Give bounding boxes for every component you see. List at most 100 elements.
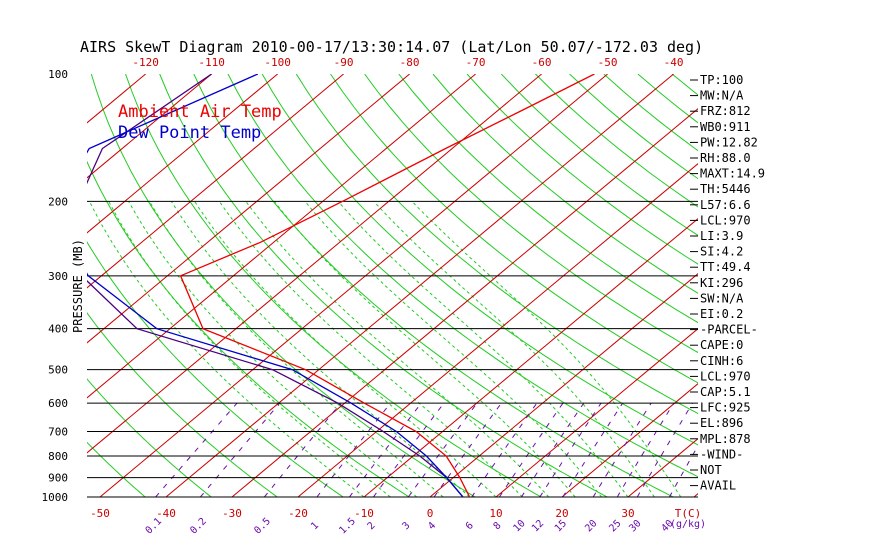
legend-dew-point-temp: Dew Point Temp	[118, 123, 261, 143]
dry-adiabat-line	[87, 241, 344, 497]
mixing-ratio-line	[562, 402, 624, 497]
index-label: RH:88.0	[700, 151, 751, 165]
index-label: -PARCEL-	[700, 323, 758, 337]
mixing-ratio-tick-label: 10	[512, 518, 528, 534]
bottom-temp-tick-label: 30	[621, 507, 634, 520]
bottom-temp-unit: T(C)	[675, 507, 702, 520]
index-label: TH:5446	[700, 182, 751, 196]
pressure-tick-label: 1000	[42, 491, 69, 504]
bottom-temp-tick-label: 0	[427, 507, 434, 520]
isotherm-line	[495, 328, 698, 497]
mixing-ratio-tick-label: 3	[401, 520, 413, 532]
moist-adiabat-line	[273, 200, 576, 497]
background-lines	[0, 74, 870, 497]
mixing-ratio-line	[592, 402, 652, 497]
index-label: AVAIL	[700, 479, 736, 493]
top-temp-tick-label: -70	[466, 56, 486, 69]
mixing-ratio-tick-label: 20	[583, 518, 599, 534]
isotherm-line	[87, 74, 344, 289]
mixing-ratio-tick-label: 0.2	[188, 516, 209, 537]
top-temp-tick-label: -90	[334, 56, 354, 69]
isotherm-line	[87, 74, 542, 454]
pressure-tick-label: 100	[48, 68, 68, 81]
pressure-tick-label: 500	[48, 364, 68, 377]
moist-adiabat-line	[194, 201, 497, 497]
isotherm-line	[429, 273, 698, 497]
dry-adiabat-line	[227, 74, 698, 478]
isotherm-line	[87, 74, 212, 179]
mixing-ratio-line	[200, 402, 281, 497]
index-label: MW:N/A	[700, 89, 744, 103]
isotherm-line	[363, 218, 698, 497]
dry-adiabat-line	[775, 74, 870, 497]
index-label: EI:0.2	[700, 307, 743, 321]
isotherm-line	[231, 108, 698, 497]
dry-adiabat-line	[159, 74, 608, 497]
pressure-tick-label: 700	[48, 425, 68, 438]
isotherm-line	[760, 74, 870, 497]
mixing-ratio-tick-label: 6	[464, 520, 476, 532]
index-label: CAPE:0	[700, 338, 743, 352]
index-label: LCL:970	[700, 369, 751, 383]
mixing-ratio-tick-label: 30	[627, 518, 643, 534]
legend-ambient-air-temp: Ambient Air Temp	[118, 102, 282, 122]
pressure-tick-label: 400	[48, 323, 68, 336]
moist-adiabat-line	[148, 201, 444, 497]
moist-adiabat-line	[245, 201, 550, 497]
index-label: KI:296	[700, 276, 743, 290]
mixing-ratio-tick-label: 1	[309, 520, 321, 532]
moist-adiabat-line	[304, 200, 602, 497]
bottom-temp-tick-label: -50	[90, 507, 110, 520]
isotherm-line	[99, 74, 608, 497]
isobars	[87, 200, 698, 498]
isotherm-line	[165, 74, 674, 497]
y-axis-label: PRESSURE (MB)	[71, 239, 85, 333]
dry-adiabat-line	[87, 312, 278, 497]
index-label: PW:12.82	[700, 135, 758, 149]
index-label: TT:49.4	[700, 260, 751, 274]
top-temp-tick-label: -40	[664, 56, 684, 69]
index-label: WB0:911	[700, 120, 751, 134]
bottom-temp-tick-label: 20	[555, 507, 568, 520]
mixing-ratio-tick-label: 8	[492, 520, 504, 532]
pressure-tick-label: 900	[48, 472, 68, 485]
pressure-tick-label: 800	[48, 450, 68, 463]
isotherm-line	[297, 163, 698, 497]
dry-adiabat-line	[330, 74, 698, 384]
dry-adiabat-line	[740, 74, 870, 497]
isotherm-line	[0, 74, 14, 497]
dry-adiabat-line	[87, 378, 212, 497]
isotherm-line	[87, 74, 476, 399]
dry-adiabat-line	[295, 74, 698, 415]
index-label: LCL:970	[700, 213, 751, 227]
moist-adiabat-line	[89, 201, 365, 497]
mixing-ratio-line	[668, 444, 698, 497]
mixing-ratio-line	[155, 402, 238, 497]
dry-adiabat-line	[809, 74, 870, 497]
mixing-ratio-line	[636, 402, 693, 497]
index-label: SI:4.2	[700, 245, 743, 259]
profile-lines	[87, 74, 595, 497]
top-temp-tick-label: -100	[264, 56, 291, 69]
dry-adiabat-line	[87, 441, 146, 497]
moist-adiabat-line	[170, 201, 470, 497]
mixing-ratio-tick-label: 25	[607, 518, 623, 534]
bottom-temp-tick-label: -30	[222, 507, 242, 520]
dry-adiabat-line	[364, 74, 698, 354]
pressure-tick-label: 200	[48, 195, 68, 208]
mixing-ratio-tick-label: 15	[553, 518, 569, 534]
dry-adiabat-line	[432, 74, 698, 294]
bottom-temp-tick-label: -20	[288, 507, 308, 520]
pressure-tick-label: 300	[48, 270, 68, 283]
mixing-ratio-line	[616, 402, 675, 497]
moist-adiabat-line	[218, 201, 523, 497]
moist-adiabat-line	[373, 200, 655, 497]
index-label: CINH:6	[700, 354, 743, 368]
isotherm-line	[87, 74, 278, 234]
index-label: CAP:5.1	[700, 385, 751, 399]
index-label: MPL:878	[700, 432, 751, 446]
dry-adiabat-line	[261, 74, 698, 446]
index-label: SW:N/A	[700, 291, 744, 305]
top-temp-tick-label: -110	[198, 56, 225, 69]
